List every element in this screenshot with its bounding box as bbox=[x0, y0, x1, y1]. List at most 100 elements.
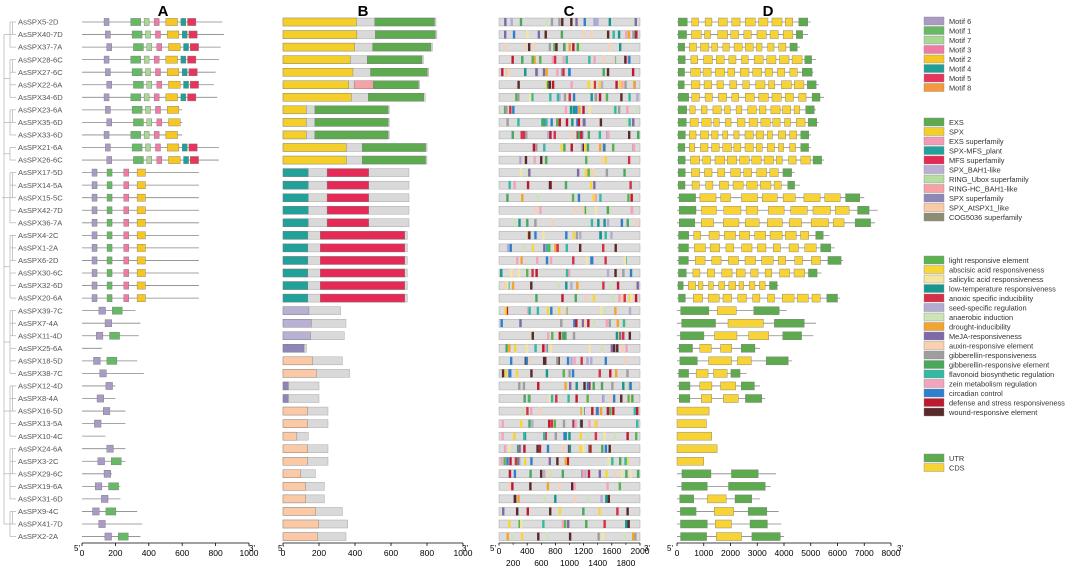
promoter-element bbox=[627, 156, 631, 165]
panel-a-five-prime-label: 5' bbox=[74, 544, 80, 553]
promoter-element bbox=[523, 394, 526, 403]
cds-block bbox=[728, 256, 739, 265]
promoter-element bbox=[546, 306, 550, 315]
promoter-element bbox=[553, 55, 557, 64]
promoter-element bbox=[586, 356, 589, 365]
promoter-element bbox=[556, 457, 559, 466]
promoter-element bbox=[553, 43, 556, 52]
cds-block bbox=[695, 256, 706, 265]
promoter-element bbox=[507, 243, 510, 252]
cds-block bbox=[778, 42, 787, 52]
promoter-element bbox=[591, 168, 595, 177]
cds-block bbox=[785, 231, 797, 240]
utr-block bbox=[734, 494, 752, 504]
promoter-element bbox=[627, 394, 630, 403]
promoter-element bbox=[615, 331, 619, 340]
motif-legend-label: Motif 5 bbox=[949, 74, 971, 83]
cds-block bbox=[784, 118, 791, 127]
promoter-element bbox=[586, 206, 589, 215]
promoter-element bbox=[548, 243, 551, 252]
utr-block bbox=[678, 180, 686, 190]
promoter-element bbox=[515, 93, 518, 102]
motif-block bbox=[91, 294, 98, 302]
motif-block bbox=[168, 80, 181, 89]
promoter-element bbox=[570, 356, 573, 365]
utr-block bbox=[807, 118, 817, 127]
phylogenetic-tree bbox=[2, 21, 16, 537]
promoter-element bbox=[629, 269, 633, 277]
promoter-element bbox=[636, 130, 640, 139]
domain-block bbox=[372, 42, 432, 52]
motif-block bbox=[166, 143, 180, 152]
promoter-element bbox=[539, 469, 543, 478]
utr-block bbox=[680, 519, 708, 529]
promoter-element bbox=[611, 294, 615, 303]
utr-block bbox=[678, 369, 689, 378]
promoter-element bbox=[544, 344, 547, 353]
promoter-element bbox=[530, 331, 533, 340]
domain-block bbox=[320, 281, 405, 290]
promoter-element bbox=[606, 482, 609, 491]
cds-block bbox=[789, 67, 798, 77]
cds-block bbox=[785, 93, 794, 102]
cds-block bbox=[698, 281, 704, 290]
motif-block bbox=[155, 30, 161, 39]
promoter-element bbox=[588, 419, 591, 428]
motif-block bbox=[118, 532, 129, 541]
gene-label: AsSPX42-7D bbox=[18, 206, 63, 215]
cds-block bbox=[742, 80, 750, 89]
promoter-element bbox=[606, 269, 610, 277]
motif-block bbox=[123, 168, 129, 177]
motif-block bbox=[106, 80, 112, 89]
axis-tick-label: 800 bbox=[420, 548, 434, 558]
cds-block bbox=[767, 143, 775, 152]
cds-block bbox=[782, 30, 794, 39]
motif-block bbox=[106, 231, 113, 240]
promoter-element bbox=[628, 331, 632, 340]
promoter-element bbox=[537, 532, 540, 541]
promoter-element bbox=[607, 494, 611, 503]
promoter-element bbox=[586, 432, 590, 441]
promoter-element bbox=[577, 130, 580, 139]
promoter-element bbox=[558, 18, 561, 26]
motif-block bbox=[190, 43, 199, 51]
promoter-element bbox=[538, 444, 542, 453]
promoter-element bbox=[592, 381, 595, 390]
motif-block bbox=[91, 193, 98, 202]
cds-block bbox=[711, 130, 719, 140]
cds-block bbox=[769, 168, 779, 177]
gene-label: AsSPX36-7A bbox=[18, 218, 63, 227]
promoter-element bbox=[626, 432, 629, 441]
promoter-element bbox=[558, 306, 561, 315]
promoter-element bbox=[528, 419, 531, 428]
cds-block bbox=[824, 193, 841, 202]
domain-block bbox=[282, 369, 317, 378]
cds-block bbox=[800, 155, 811, 165]
domain-block bbox=[320, 293, 405, 303]
promoter-element bbox=[526, 407, 529, 416]
panel-c-five-prime-label: 5' bbox=[490, 544, 496, 553]
motif-block bbox=[183, 80, 189, 89]
utr-block bbox=[747, 507, 768, 516]
domain-block bbox=[282, 532, 318, 541]
promoter-element bbox=[535, 143, 538, 152]
promoter-element bbox=[526, 181, 530, 190]
promoter-element bbox=[566, 356, 570, 365]
domain-legend-swatch bbox=[923, 203, 945, 212]
motif-block bbox=[155, 106, 161, 114]
cds-block bbox=[778, 143, 784, 152]
promoter-backbone bbox=[498, 55, 641, 64]
promoter-element bbox=[601, 532, 604, 541]
utr-block bbox=[815, 231, 824, 240]
domain-block bbox=[282, 482, 306, 491]
promoter-element bbox=[514, 218, 517, 227]
structure-legend-label: CDS bbox=[949, 464, 965, 473]
promoter-element bbox=[609, 369, 612, 378]
promoter-element bbox=[557, 281, 560, 290]
promoter-element bbox=[608, 18, 612, 26]
promoter-element bbox=[621, 80, 624, 89]
utr-block bbox=[680, 331, 705, 340]
cds-block bbox=[812, 206, 831, 215]
promoter-element bbox=[627, 520, 630, 528]
cds-block bbox=[763, 155, 774, 165]
